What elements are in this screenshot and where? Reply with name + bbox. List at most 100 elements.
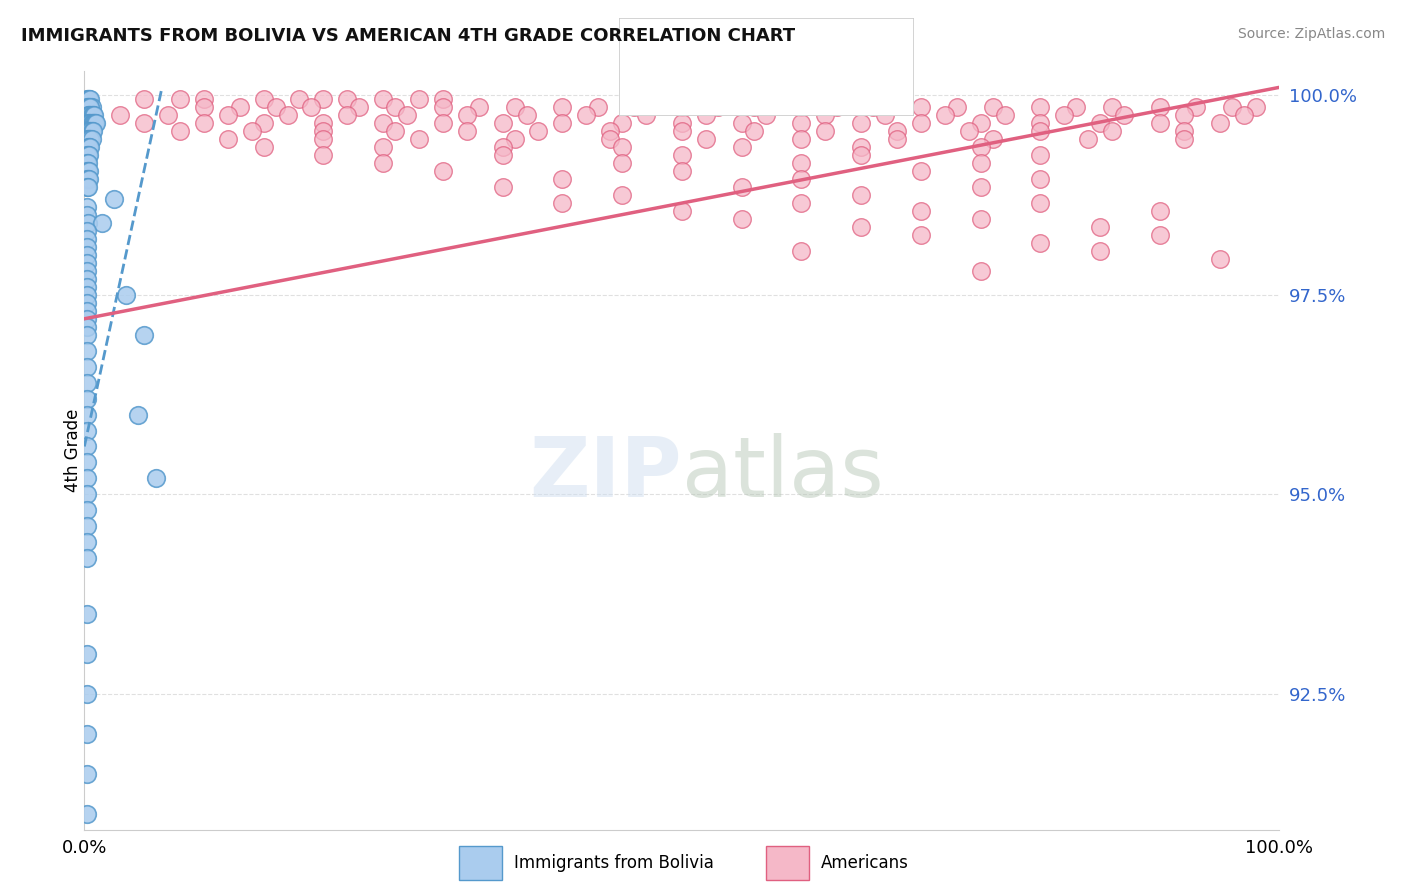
Point bbox=[970, 116, 993, 130]
Point bbox=[731, 212, 754, 227]
Text: Immigrants from Bolivia: Immigrants from Bolivia bbox=[515, 854, 714, 872]
Point bbox=[910, 116, 932, 130]
Point bbox=[169, 124, 191, 138]
Point bbox=[77, 92, 100, 106]
Point bbox=[981, 132, 1004, 146]
Point bbox=[1209, 252, 1232, 266]
Point bbox=[76, 806, 98, 821]
Point bbox=[731, 140, 754, 154]
Point bbox=[456, 124, 478, 138]
Point bbox=[373, 116, 395, 130]
Point bbox=[970, 140, 993, 154]
Point bbox=[217, 108, 239, 122]
Point bbox=[110, 108, 132, 122]
Point bbox=[77, 100, 100, 114]
Point bbox=[79, 140, 101, 154]
Point bbox=[76, 232, 98, 246]
Point bbox=[1029, 196, 1052, 211]
Point bbox=[695, 108, 717, 122]
Point bbox=[1029, 124, 1052, 138]
Point bbox=[742, 124, 765, 138]
Point bbox=[742, 100, 765, 114]
Point bbox=[910, 100, 932, 114]
Point bbox=[79, 108, 101, 122]
Point bbox=[599, 132, 621, 146]
Point bbox=[1220, 100, 1243, 114]
Point bbox=[1244, 100, 1267, 114]
Point bbox=[994, 108, 1017, 122]
Point bbox=[1173, 132, 1195, 146]
Text: R =: R = bbox=[675, 81, 711, 99]
Point bbox=[79, 124, 101, 138]
Point bbox=[790, 244, 813, 258]
Point bbox=[336, 92, 359, 106]
Point bbox=[76, 503, 98, 517]
Point bbox=[1029, 100, 1052, 114]
Point bbox=[349, 100, 371, 114]
Point bbox=[77, 140, 100, 154]
Text: N =: N = bbox=[782, 81, 818, 99]
Point bbox=[312, 92, 335, 106]
Point bbox=[77, 216, 100, 230]
Point bbox=[76, 687, 98, 701]
Point bbox=[384, 124, 406, 138]
Point bbox=[551, 116, 574, 130]
Point bbox=[76, 264, 98, 278]
Point bbox=[76, 487, 98, 501]
Point bbox=[851, 188, 873, 202]
Point bbox=[103, 192, 125, 206]
Point bbox=[492, 140, 515, 154]
Point bbox=[814, 108, 837, 122]
Point bbox=[1173, 124, 1195, 138]
Point bbox=[288, 92, 311, 106]
Point bbox=[77, 108, 100, 122]
Point bbox=[277, 108, 299, 122]
Point bbox=[588, 100, 610, 114]
Point bbox=[264, 100, 287, 114]
Point bbox=[76, 647, 98, 661]
Point bbox=[127, 408, 149, 422]
Point bbox=[408, 132, 430, 146]
Point bbox=[82, 108, 104, 122]
Point bbox=[91, 216, 114, 230]
Text: R =: R = bbox=[675, 35, 711, 53]
Point bbox=[551, 100, 574, 114]
Point bbox=[384, 100, 406, 114]
Point bbox=[76, 343, 98, 358]
Text: Americans: Americans bbox=[821, 854, 910, 872]
Point bbox=[77, 164, 100, 178]
Point bbox=[1029, 116, 1052, 130]
Point bbox=[1029, 148, 1052, 162]
Point bbox=[814, 124, 837, 138]
Point bbox=[432, 92, 454, 106]
Point bbox=[76, 535, 98, 549]
Point bbox=[886, 132, 908, 146]
Point bbox=[169, 92, 191, 106]
Point bbox=[731, 180, 754, 194]
Point bbox=[612, 156, 634, 170]
Point bbox=[76, 376, 98, 390]
Point bbox=[76, 240, 98, 254]
Point bbox=[671, 148, 693, 162]
Point bbox=[851, 148, 873, 162]
Point bbox=[1114, 108, 1136, 122]
Point bbox=[217, 132, 239, 146]
Point bbox=[827, 100, 849, 114]
Point bbox=[76, 519, 98, 533]
Point bbox=[77, 116, 100, 130]
Point bbox=[86, 116, 108, 130]
Point bbox=[76, 156, 98, 170]
Point bbox=[1066, 100, 1088, 114]
Point bbox=[77, 124, 100, 138]
Point bbox=[981, 100, 1004, 114]
Point bbox=[80, 132, 103, 146]
Point bbox=[695, 132, 717, 146]
Point bbox=[970, 180, 993, 194]
Point bbox=[671, 124, 693, 138]
Point bbox=[503, 132, 526, 146]
Point bbox=[157, 108, 180, 122]
Point bbox=[79, 132, 101, 146]
Point bbox=[492, 180, 515, 194]
Point bbox=[79, 92, 101, 106]
Point bbox=[492, 116, 515, 130]
